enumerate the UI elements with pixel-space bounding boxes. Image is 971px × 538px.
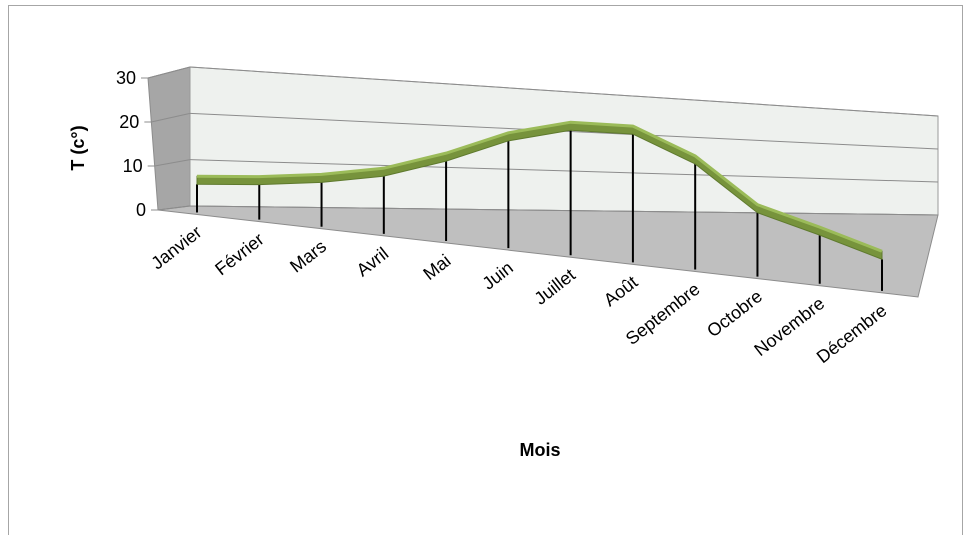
y-tick-label: 10 (123, 156, 143, 176)
x-tick-label: Janvier (147, 222, 205, 273)
y-tick-label: 30 (116, 68, 136, 88)
side-wall (147, 66, 191, 211)
chart-area (8, 5, 963, 535)
gridline-30 (189, 66, 939, 117)
side-gridline-30 (147, 66, 191, 79)
x-tick-label: Mai (419, 250, 454, 284)
gridline-0 (189, 205, 939, 216)
x-tick-label: Août (600, 272, 641, 311)
x-tick-label: Février (211, 229, 267, 279)
side-gridline-0 (157, 205, 191, 211)
drop-lines (196, 130, 883, 291)
side-gridline-20 (151, 112, 191, 123)
x-tick-label: Octobre (703, 286, 766, 341)
x-tick-label: Juillet (531, 265, 580, 309)
y-axis-ticks: 0 10 20 30 (116, 68, 158, 220)
y-tick-label: 20 (119, 112, 139, 132)
gridline-10 (189, 159, 939, 183)
x-tick-label: Mars (286, 236, 330, 276)
series-line (196, 120, 883, 260)
side-gridline-10 (154, 159, 191, 167)
x-axis-title: Mois (519, 440, 560, 460)
y-tick-label: 0 (136, 200, 146, 220)
x-tick-label: Avril (353, 243, 393, 280)
back-wall (189, 66, 939, 216)
y-axis-title: T (c°) (68, 125, 88, 170)
x-tick-label: Juin (478, 257, 516, 293)
series-highlight (196, 120, 883, 253)
